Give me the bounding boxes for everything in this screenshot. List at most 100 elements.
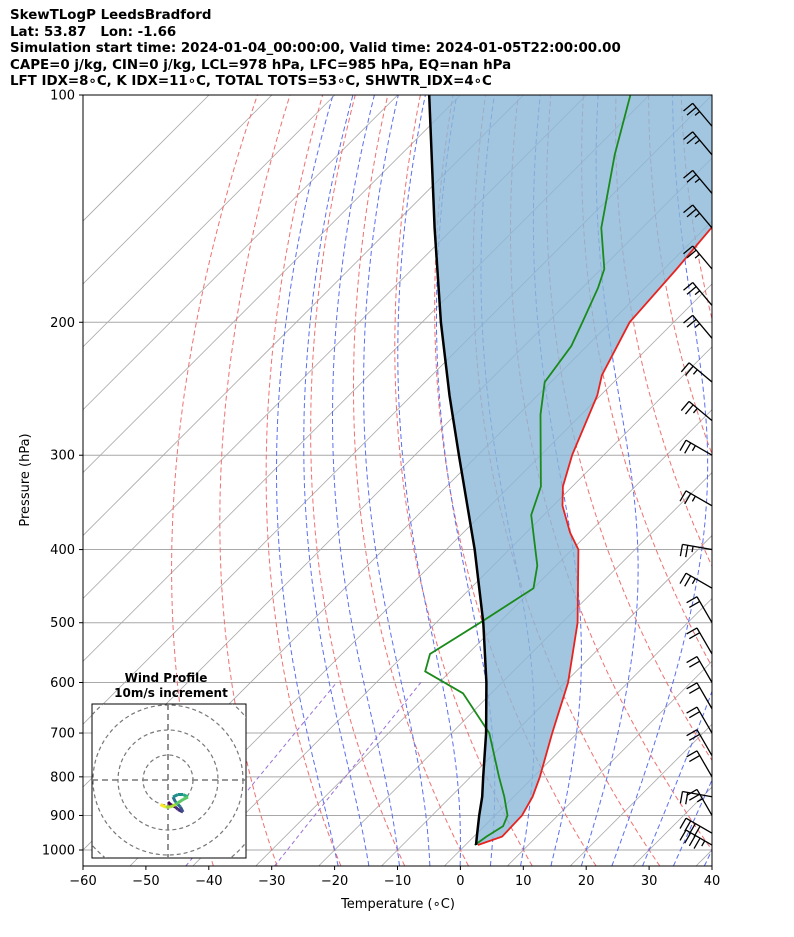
barb-staff xyxy=(696,682,713,710)
barb-half-flag xyxy=(694,290,701,296)
barb-flag xyxy=(683,169,694,179)
barb-staff xyxy=(696,627,713,655)
barb-flag xyxy=(679,829,687,841)
y-tick-label: 800 xyxy=(50,770,75,785)
barb-flag xyxy=(693,837,701,849)
wind-barb xyxy=(683,314,713,339)
x-axis-label: Temperature (∘C) xyxy=(340,897,455,912)
barb-half-flag xyxy=(694,178,701,184)
barb-staff xyxy=(696,729,713,756)
x-tick-label: 30 xyxy=(641,874,658,889)
barb-flag xyxy=(684,493,692,505)
barb-flag xyxy=(688,600,701,608)
wind-barb xyxy=(680,400,713,422)
hodograph-segment xyxy=(166,800,172,806)
barb-flag xyxy=(688,823,696,835)
dry-adiabat xyxy=(219,95,291,866)
barb-staff xyxy=(685,490,713,507)
barb-flag xyxy=(686,318,697,328)
barb-flag xyxy=(684,575,692,587)
x-tick-label: −60 xyxy=(69,874,96,889)
moist-adiabat xyxy=(332,95,400,866)
y-tick-label: 500 xyxy=(50,616,75,631)
barb-flag xyxy=(679,791,684,804)
moist-adiabat xyxy=(276,95,339,866)
axis-ticks: −60 −50 −40 −30 −20 −10 0 10 20 30 40 1000 900 800 700… xyxy=(42,89,720,890)
wind-barb xyxy=(679,572,713,589)
barb-half-flag xyxy=(691,495,696,502)
mixing-ratio-line xyxy=(274,682,422,866)
dewpoint-line xyxy=(424,95,632,846)
moist-adiabat xyxy=(611,95,709,866)
isotherm-line xyxy=(569,723,712,866)
barb-flag xyxy=(686,106,697,116)
barb-flag xyxy=(686,682,698,690)
x-tick-label: 0 xyxy=(456,874,464,889)
barb-flag xyxy=(688,632,701,640)
isotherm-line xyxy=(507,660,712,866)
wind-barbs xyxy=(679,102,713,849)
moist-adiabat xyxy=(672,778,712,866)
y-tick-label: 400 xyxy=(50,543,75,558)
barb-staff xyxy=(688,400,713,422)
barb-half-flag xyxy=(694,212,701,218)
x-tick-label: −40 xyxy=(195,874,222,889)
wind-barb xyxy=(683,102,713,127)
wind-barb xyxy=(683,281,713,306)
wind-barb xyxy=(679,817,713,838)
barb-flag xyxy=(686,729,698,737)
y-tick-label: 1000 xyxy=(42,844,75,859)
barb-flag xyxy=(683,314,694,324)
moist-adiabat xyxy=(703,848,712,866)
location-line: Lat: 53.87 Lon: -1.66 xyxy=(10,24,177,40)
barb-flag xyxy=(683,245,694,255)
barb-flag xyxy=(683,281,694,291)
isotherm-line xyxy=(759,95,794,866)
barb-flag xyxy=(684,832,692,844)
inset-subtitle: 10m/s increment xyxy=(114,686,228,700)
x-tick-label: 40 xyxy=(704,874,721,889)
barb-flag xyxy=(693,825,701,838)
y-tick-label: 300 xyxy=(50,449,75,464)
wind-barb xyxy=(686,729,713,756)
barb-staff xyxy=(696,750,713,778)
barb-staff xyxy=(682,543,713,551)
barb-flag xyxy=(688,711,701,719)
barb-half-flag xyxy=(694,323,701,328)
barb-flag xyxy=(679,544,684,557)
barb-flag xyxy=(686,706,698,714)
moist-adiabat xyxy=(397,95,461,866)
moist-adiabat xyxy=(303,95,370,866)
wind-barb xyxy=(683,245,713,270)
barb-flag xyxy=(688,686,701,695)
barb-flag xyxy=(686,174,697,183)
barb-half-flag xyxy=(692,407,698,414)
parcel-line xyxy=(427,95,488,846)
dry-adiabat xyxy=(779,95,794,866)
x-tick-label: 10 xyxy=(515,874,532,889)
moist-adiabat xyxy=(642,689,712,866)
barb-flag xyxy=(684,820,692,832)
barb-flag xyxy=(686,788,698,797)
barb-flag xyxy=(688,835,696,847)
barb-flag xyxy=(679,490,687,502)
dry-adiabat xyxy=(310,95,406,866)
wind-barb xyxy=(683,204,713,229)
hodograph-segment xyxy=(174,805,180,811)
wind-barb xyxy=(683,131,713,156)
chart-header: SkewTLogP LeedsBradford Lat: 53.87 Lon: … xyxy=(10,8,621,91)
barb-flag xyxy=(679,572,687,584)
isotherm-line xyxy=(83,95,524,537)
barb-flag xyxy=(688,793,701,801)
barb-flag xyxy=(686,286,697,295)
hodograph-segment xyxy=(169,803,177,809)
barb-flag xyxy=(686,596,698,604)
y-tick-label: 900 xyxy=(50,809,75,824)
barb-staff xyxy=(696,789,713,816)
wind-barb xyxy=(686,682,713,710)
barb-flag xyxy=(686,135,697,145)
index-line: LFT IDX=8∘C, K IDX=11∘C, TOTAL TOTS=53∘C… xyxy=(10,74,492,89)
cin-cape-shade xyxy=(429,95,712,845)
x-tick-label: −50 xyxy=(132,874,159,889)
